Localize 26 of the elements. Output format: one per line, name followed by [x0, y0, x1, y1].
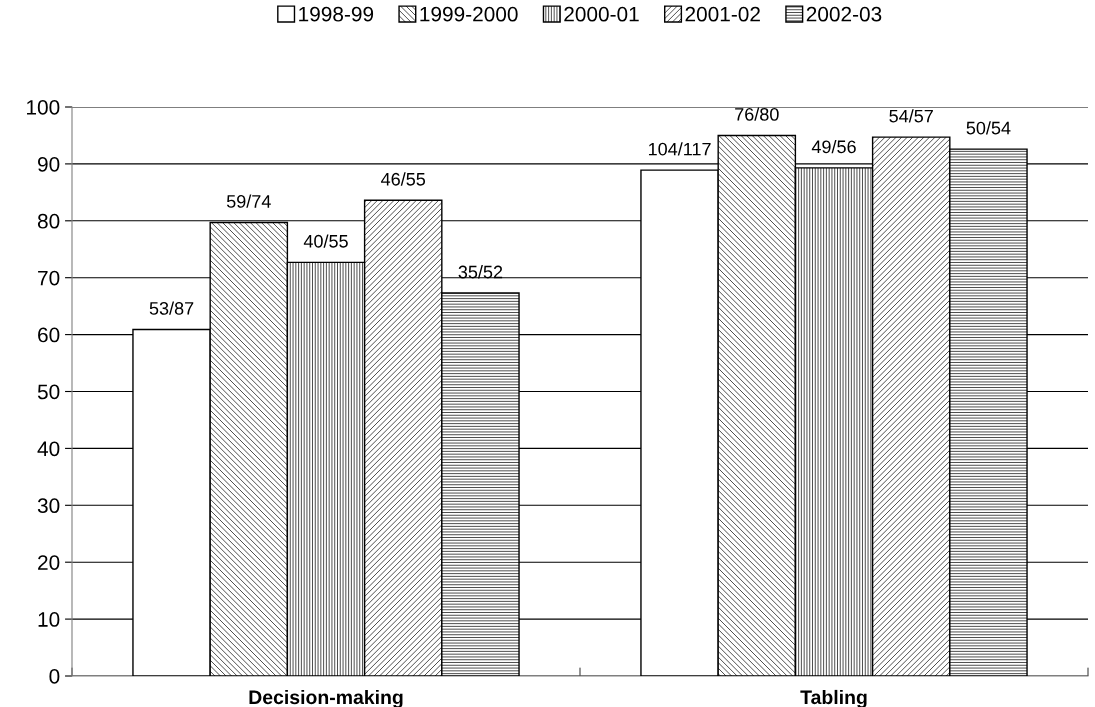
y-tick-label: 10	[38, 612, 60, 627]
data-label: 46/55	[381, 172, 426, 186]
legend-label: 2001-02	[685, 6, 760, 22]
y-tick-label: 20	[38, 555, 60, 570]
data-label: 76/80	[735, 107, 779, 121]
legend-label: 1999-2000	[420, 6, 518, 22]
y-tick-label: 50	[37, 384, 60, 400]
y-tick-label: 80	[37, 213, 60, 229]
data-label: 50/54	[966, 121, 1011, 135]
y-tick-label: 70	[38, 270, 60, 286]
data-label: 104/117	[648, 142, 711, 156]
data-label: 35/52	[458, 265, 503, 279]
data-label: 54/57	[889, 109, 933, 123]
data-label: 49/56	[811, 139, 856, 154]
y-tick-label: 90	[38, 156, 60, 172]
y-tick-label: 30	[37, 498, 60, 514]
legend-label: 1998-99	[299, 6, 374, 22]
data-label: 59/74	[226, 194, 271, 208]
data-label: 40/55	[303, 234, 348, 248]
y-tick-label: 100	[27, 100, 60, 115]
legend-label: 2000-01	[564, 6, 639, 22]
y-tick-label: 40	[37, 441, 60, 457]
legend-label: 2002-03	[806, 6, 882, 22]
y-tick-label: 0	[49, 669, 60, 684]
y-tick-label: 60	[38, 327, 60, 343]
data-label: 53/87	[149, 301, 194, 315]
